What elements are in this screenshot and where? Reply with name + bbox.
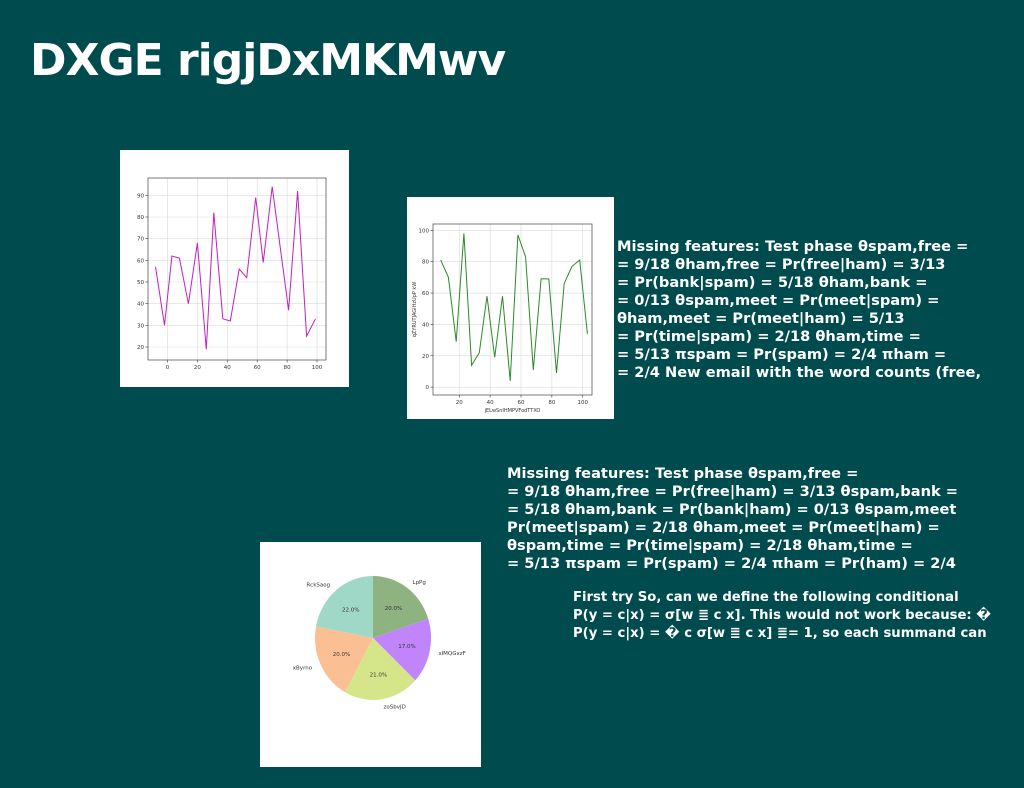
y-tick-label: 80 — [422, 260, 429, 266]
x-tick-label: 0 — [166, 365, 170, 371]
y-tick-label: 20 — [137, 345, 144, 351]
pie-slice — [373, 618, 432, 681]
x-tick-label: 100 — [577, 400, 588, 406]
pie-percent-label: 22.0% — [342, 607, 359, 613]
pie-slice — [316, 576, 373, 638]
green-line-chart: 20 40 60 80 100 0 20 40 60 80 100 jELwSnIHMPVFodTTX… — [407, 197, 614, 419]
naive-bayes-text-middle: Missing features: Test phase θspam,free … — [507, 465, 958, 573]
text-line: Pr(meet|spam) = 2/18 θham,meet = Pr(meet… — [507, 519, 940, 536]
pie-chart-svg: 20.0% LpPg 17.0% sIMQGxzF 21.0% zoSbvJD 20.0% x… — [293, 576, 466, 711]
x-axis-label: jELwSnIHMPVFodTTXO — [484, 408, 541, 414]
text-line: = 5/18 θham,bank = Pr(bank|ham) = 0/13 θ… — [507, 501, 957, 518]
pie-category-label: LpPg — [413, 580, 426, 586]
pie-slice — [345, 638, 416, 700]
x-tick-label: 40 — [487, 400, 494, 406]
naive-bayes-text-right: Missing features: Test phase θspam,free … — [617, 238, 981, 382]
pie-category-label: RckSaog — [306, 583, 330, 589]
y-tick-label: 70 — [137, 237, 144, 243]
pie-slice — [373, 576, 429, 638]
pie-category-label: sIMQGxzF — [439, 651, 466, 657]
plot-frame — [147, 177, 327, 361]
x-tick-label: 20 — [194, 365, 201, 371]
magenta-line-chart-svg: 0 20 40 60 80 100 20 30 40 50 60 70 80 90 — [137, 177, 327, 371]
y-tick-label: 40 — [137, 302, 144, 308]
slide-title: DXGE rigjDxMKMwv — [30, 35, 506, 86]
text-line: = 5/13 πspam = Pr(spam) = 2/4 πham = — [617, 346, 947, 363]
pie-category-label: zoSbvJD — [384, 705, 406, 711]
y-tick-label: 20 — [422, 354, 429, 360]
y-tick-label: 60 — [137, 258, 144, 264]
conditional-text-bottom: First try So, can we define the followin… — [573, 589, 991, 643]
text-line: = Pr(bank|spam) = 5/18 θham,bank = — [617, 274, 928, 291]
text-line: First try So, can we define the followin… — [573, 590, 959, 605]
plot-frame — [432, 223, 593, 396]
x-tick-label: 20 — [456, 400, 463, 406]
pie-chart: 20.0% LpPg 17.0% sIMQGxzF 21.0% zoSbvJD 20.0% x… — [260, 542, 481, 767]
y-tick-label: 0 — [426, 385, 430, 391]
x-tick-label: 80 — [284, 365, 291, 371]
pie-percent-label: 20.0% — [385, 606, 402, 612]
text-line: = 0/13 θspam,meet = Pr(meet|spam) = — [617, 292, 940, 309]
text-line: = 5/13 πspam = Pr(spam) = 2/4 πham = Pr(… — [507, 555, 956, 572]
text-line: θham,meet = Pr(meet|ham) = 5/13 — [617, 310, 905, 327]
x-tick-label: 40 — [224, 365, 231, 371]
y-tick-label: 80 — [137, 215, 144, 221]
series-line — [440, 233, 588, 381]
y-tick-label: 40 — [422, 322, 429, 328]
series-line — [155, 186, 316, 350]
text-line: θspam,time = Pr(time|spam) = 2/18 θham,t… — [507, 537, 913, 554]
text-line: = 9/18 θham,free = Pr(free|ham) = 3/13 θ… — [507, 483, 958, 500]
y-tick-label: 90 — [137, 193, 144, 199]
y-tick-label: 100 — [419, 228, 430, 234]
x-tick-label: 100 — [312, 365, 323, 371]
pie-percent-label: 20.0% — [333, 652, 350, 658]
magenta-line-chart: 0 20 40 60 80 100 20 30 40 50 60 70 80 90 — [120, 150, 349, 387]
pie-percent-label: 21.0% — [370, 673, 387, 679]
y-tick-label: 60 — [422, 291, 429, 297]
y-tick-label: 30 — [137, 323, 144, 329]
text-line: Missing features: Test phase θspam,free … — [507, 465, 859, 482]
x-tick-label: 60 — [254, 365, 261, 371]
text-line: = 2/4 New email with the word counts (fr… — [617, 364, 982, 381]
pie-slice — [314, 626, 373, 693]
pie-category-label: xByrno — [293, 666, 313, 672]
y-tick-label: 50 — [137, 280, 144, 286]
text-line: = Pr(time|spam) = 2/18 θham,time = — [617, 328, 921, 345]
text-line: P(y = c|x) = � c σ[w ≣ c x] ≣= 1, so eac… — [573, 626, 987, 641]
pie-percent-label: 17.0% — [398, 644, 415, 650]
y-axis-label: qZYRUTJAGlHzUpP kW — [412, 282, 418, 338]
text-line: Missing features: Test phase θspam,free … — [617, 238, 969, 255]
green-line-chart-svg: 20 40 60 80 100 0 20 40 60 80 100 jELwSnIHMPVFodTTX… — [412, 223, 593, 414]
x-tick-label: 60 — [517, 400, 524, 406]
text-line: = 9/18 θham,free = Pr(free|ham) = 3/13 — [617, 256, 946, 273]
x-tick-label: 80 — [548, 400, 555, 406]
text-line: P(y = c|x) = σ[w ≣ c x]. This would not … — [573, 608, 991, 623]
